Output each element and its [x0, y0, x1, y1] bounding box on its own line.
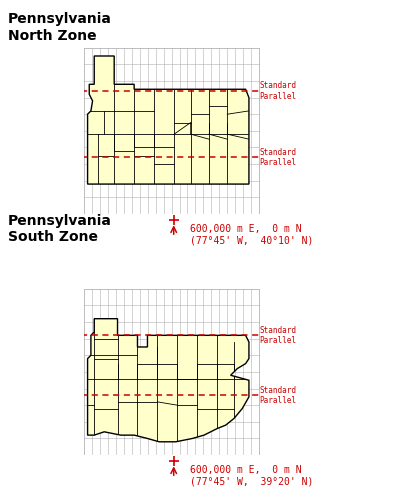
- Text: Pennsylvania
North Zone: Pennsylvania North Zone: [8, 12, 112, 42]
- Polygon shape: [88, 56, 249, 184]
- Text: Standard
Parallel: Standard Parallel: [260, 148, 297, 167]
- Text: Standard
Parallel: Standard Parallel: [260, 81, 297, 101]
- Text: Pennsylvania
South Zone: Pennsylvania South Zone: [8, 214, 112, 244]
- Text: 600,000 m E,  0 m N
(77°45' W,  39°20' N): 600,000 m E, 0 m N (77°45' W, 39°20' N): [190, 465, 313, 487]
- Polygon shape: [88, 319, 249, 442]
- Text: Standard
Parallel: Standard Parallel: [260, 386, 297, 405]
- Text: Standard
Parallel: Standard Parallel: [260, 326, 297, 345]
- Text: 600,000 m E,  0 m N
(77°45' W,  40°10' N): 600,000 m E, 0 m N (77°45' W, 40°10' N): [190, 224, 313, 246]
